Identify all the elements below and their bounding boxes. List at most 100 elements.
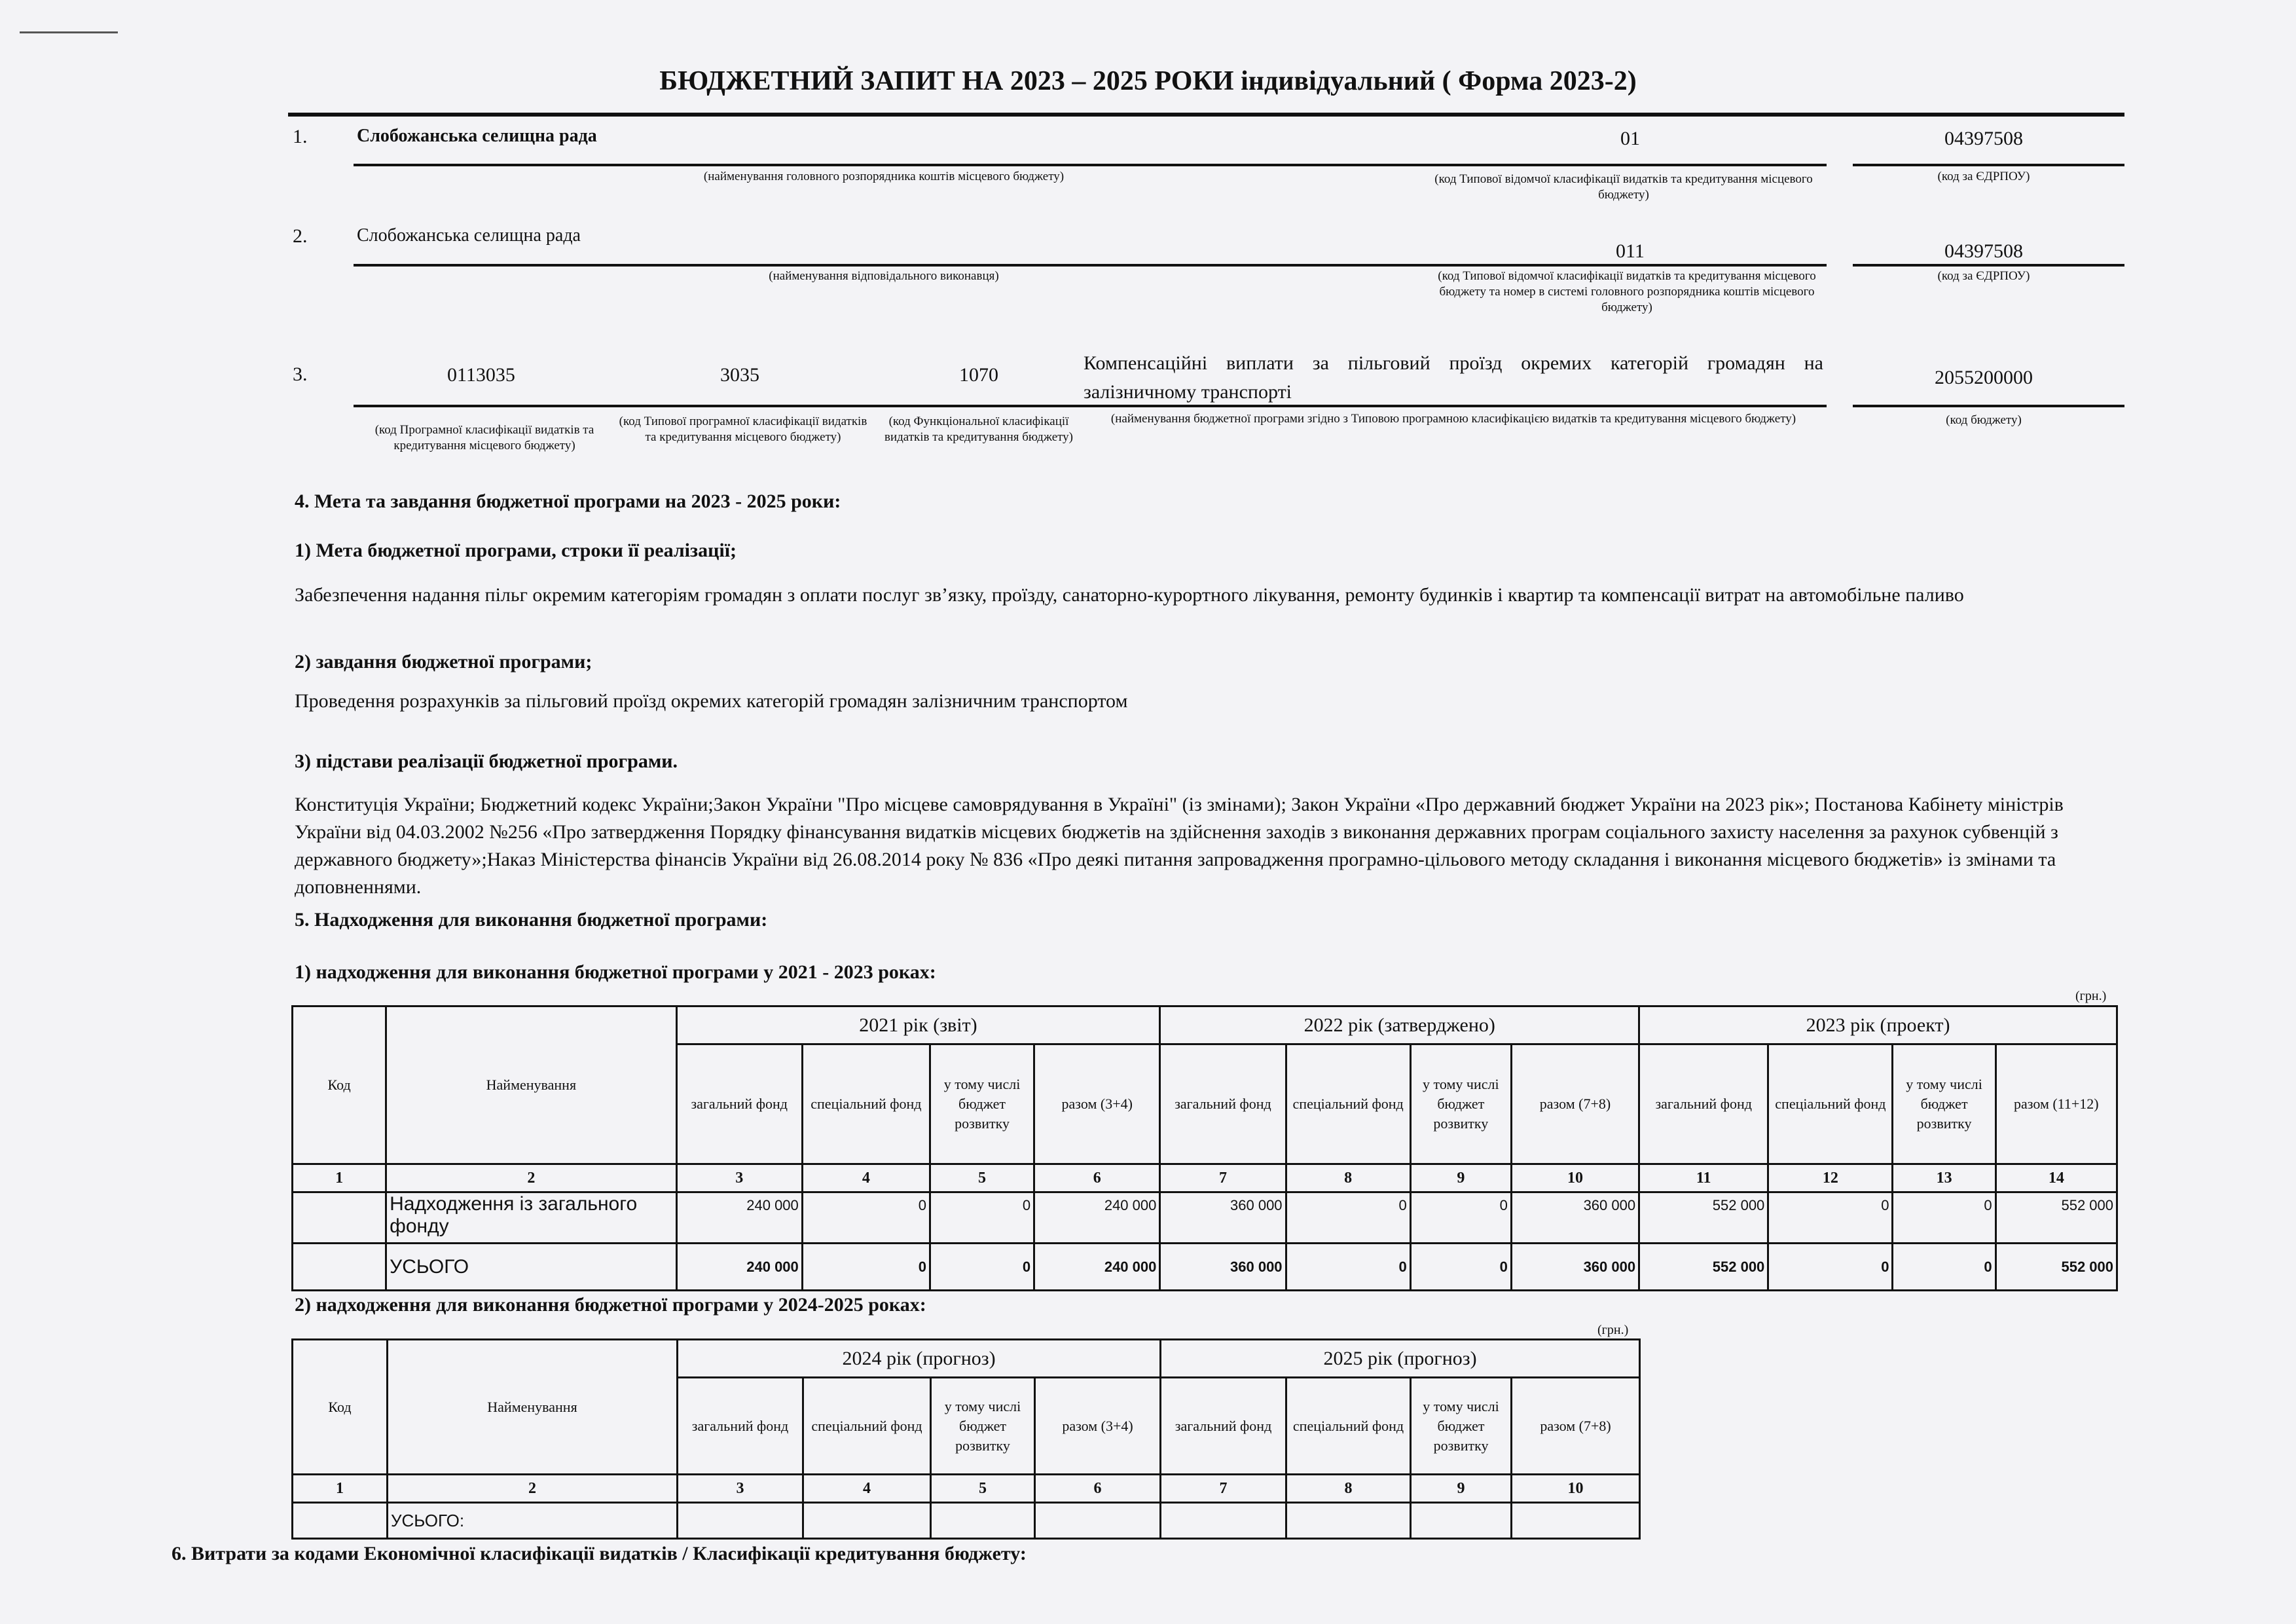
- row2-number: 2.: [293, 225, 308, 247]
- table2-heading: 2) надходження для виконання бюджетної п…: [295, 1294, 926, 1316]
- row2-dept-code: 011: [1616, 240, 1645, 262]
- row3-number: 3.: [293, 363, 308, 385]
- column-number: 12: [1767, 1163, 1894, 1193]
- row3-caption-budget: (код бюджету): [1946, 413, 2022, 427]
- row3-kpkvk: 0113035: [447, 364, 515, 386]
- row-name-cell: Надходження із загального фонду: [385, 1191, 678, 1244]
- column-number: 6: [1033, 1473, 1162, 1504]
- value-cell: 0: [1285, 1242, 1412, 1291]
- row1-edrpou: 04397508: [1944, 128, 2023, 149]
- column-number: 3: [676, 1473, 804, 1504]
- subheader: разом (7+8): [1510, 1043, 1641, 1165]
- year-2025-header: 2025 рік (прогноз): [1159, 1338, 1641, 1378]
- subheader: у тому числі бюджет розвитку: [1891, 1043, 1997, 1165]
- value-cell: 0: [801, 1191, 931, 1244]
- row-code-cell: [291, 1242, 388, 1291]
- value-cell: 0: [1891, 1242, 1997, 1291]
- column-number: 5: [930, 1473, 1036, 1504]
- col-code-header: Код: [291, 1338, 388, 1475]
- subheader: загальний фонд: [1159, 1376, 1288, 1475]
- value-cell: 0: [1409, 1191, 1512, 1244]
- row2-caption-name: (найменування відповідального виконавця): [769, 269, 999, 283]
- column-number: 8: [1285, 1163, 1412, 1193]
- row3-caption-kpkvk: (код Програмної класифікації видатків та…: [374, 423, 594, 452]
- column-number: 14: [1994, 1163, 2119, 1193]
- year-2022-header: 2022 рік (затверджено): [1159, 1005, 1641, 1045]
- column-number: 11: [1638, 1163, 1770, 1193]
- column-number: 4: [801, 1163, 931, 1193]
- value-cell: 360 000: [1510, 1242, 1641, 1291]
- value-cell: 0: [1409, 1242, 1512, 1291]
- row1-caption-code: (код Типової відомчої класифікації видат…: [1434, 172, 1813, 202]
- column-number: 9: [1409, 1163, 1512, 1193]
- value-cell: 552 000: [1994, 1191, 2119, 1244]
- basis-text: Конституція України; Бюджетний кодекс Ук…: [295, 794, 2064, 898]
- row1-dept-code: 01: [1620, 128, 1640, 149]
- value-cell: 0: [1285, 1191, 1412, 1244]
- value-cell: 240 000: [1033, 1191, 1161, 1244]
- subheader: спеціальний фонд: [1767, 1043, 1894, 1165]
- total-code-cell: [291, 1502, 388, 1540]
- row3-caption-tpkvk: (код Типової програмної класифікації вид…: [619, 415, 867, 444]
- value-cell: 552 000: [1638, 1242, 1770, 1291]
- value-cell: 0: [801, 1242, 931, 1291]
- subheader: разом (3+4): [1033, 1043, 1161, 1165]
- subheader: загальний фонд: [676, 1376, 804, 1475]
- year-2021-header: 2021 рік (звіт): [675, 1005, 1161, 1045]
- page-title: БЮДЖЕТНИЙ ЗАПИТ НА 2023 – 2025 РОКИ інди…: [659, 66, 1637, 96]
- goal-heading: 1) Мета бюджетної програми, строки її ре…: [295, 540, 737, 561]
- row1-caption-edrpou: (код за ЄДРПОУ): [1937, 170, 2030, 183]
- row3-caption-program: (найменування бюджетної програми згідно …: [1110, 412, 1796, 426]
- column-number-row: 1 2 3 4 5 6 7 8 9 10: [291, 1473, 1641, 1504]
- col-name-header: Найменування: [385, 1005, 678, 1165]
- value-cell: 0: [1767, 1242, 1894, 1291]
- column-number: 3: [675, 1163, 803, 1193]
- column-number: 1: [291, 1163, 388, 1193]
- subheader: у тому числі бюджет розвитку: [930, 1376, 1036, 1475]
- section6-heading: 6. Витрати за кодами Економічної класифі…: [172, 1543, 1027, 1564]
- subheader: загальний фонд: [1638, 1043, 1770, 1165]
- column-number: 8: [1285, 1473, 1412, 1504]
- table2-unit: (грн.): [1597, 1323, 1629, 1337]
- row1-number: 1.: [293, 126, 308, 147]
- subheader: спеціальний фонд: [802, 1376, 932, 1475]
- subheader: разом (11+12): [1994, 1043, 2119, 1165]
- column-number: 1: [291, 1473, 388, 1504]
- value-cell: 0: [928, 1242, 1036, 1291]
- revenue-table-2024-2025: Код Найменування 2024 рік (прогноз) 2025…: [291, 1338, 1641, 1540]
- value-cell: 552 000: [1994, 1242, 2119, 1291]
- col-code-header: Код: [291, 1005, 388, 1165]
- column-number: 9: [1410, 1473, 1513, 1504]
- column-number: 10: [1510, 1473, 1641, 1504]
- row1-manager-name: Слобожанська селищна рада: [357, 126, 597, 146]
- table-row-total: УСЬОГО 240 000 0 0 240 000 360 000 0 0 360 000 55…: [291, 1242, 2119, 1291]
- value-cell: 360 000: [1159, 1242, 1287, 1291]
- table1-heading: 1) надходження для виконання бюджетної п…: [295, 961, 936, 983]
- column-number: 2: [386, 1473, 678, 1504]
- column-number: 6: [1033, 1163, 1161, 1193]
- column-number: 7: [1159, 1163, 1287, 1193]
- subheader: у тому числі бюджет розвитку: [1410, 1376, 1513, 1475]
- row3-program-name: Компенсаційні виплати за пільговий проїз…: [1084, 352, 1823, 403]
- value-cell: 240 000: [1033, 1242, 1161, 1291]
- row3-kfkvk: 1070: [959, 364, 998, 386]
- col-name-header: Найменування: [386, 1338, 678, 1475]
- column-number: 4: [802, 1473, 932, 1504]
- subheader: у тому числі бюджет розвитку: [1409, 1043, 1512, 1165]
- section5-heading: 5. Надходження для виконання бюджетної п…: [295, 909, 768, 931]
- row2-caption-code: (код Типової відомчої класифікації видат…: [1438, 269, 1816, 314]
- row3-caption-kfkvk: (код Функціональної класифікації видаткі…: [884, 415, 1074, 444]
- table-row-total: УСЬОГО:: [291, 1502, 1641, 1540]
- value-cell: 0: [928, 1191, 1036, 1244]
- year-2024-header: 2024 рік (прогноз): [676, 1338, 1162, 1378]
- subheader: разом (3+4): [1033, 1376, 1162, 1475]
- row2-underline-edrpou: [1853, 264, 2124, 267]
- row-code-cell: [291, 1191, 388, 1244]
- title-divider: [288, 113, 2124, 117]
- row2-executor-name: Слобожанська селищна рада: [357, 225, 581, 246]
- subheader: спеціальний фонд: [801, 1043, 931, 1165]
- row2-underline: [354, 264, 1827, 267]
- year-2023-header: 2023 рік (проект): [1638, 1005, 2118, 1045]
- row1-underline: [354, 164, 1827, 166]
- value-cell: 360 000: [1510, 1191, 1641, 1244]
